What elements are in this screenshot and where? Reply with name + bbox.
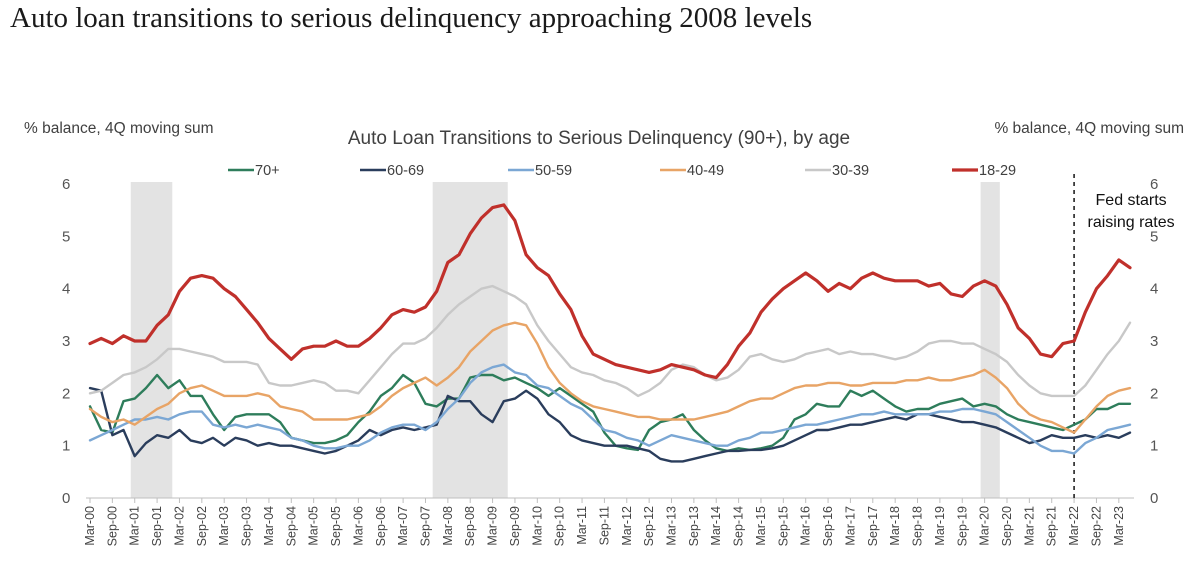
x-tick-label: Mar-21 bbox=[1022, 506, 1036, 546]
x-tick-label: Mar-23 bbox=[1112, 506, 1126, 546]
series-line-60-69 bbox=[88, 386, 1132, 463]
legend-label: 30-39 bbox=[832, 163, 869, 179]
x-tick-label: Sep-21 bbox=[1045, 506, 1059, 546]
recession-shading bbox=[130, 182, 1000, 498]
page-title: Auto loan transitions to serious delinqu… bbox=[10, 2, 813, 34]
y-axis-right: 0 1 2 3 4 5 6 bbox=[1150, 176, 1158, 507]
x-tick-label: Mar-07 bbox=[396, 506, 410, 546]
x-tick-label: Sep-03 bbox=[240, 506, 254, 546]
chart-title: Auto Loan Transitions to Serious Delinqu… bbox=[347, 128, 851, 149]
y-tick-right: 3 bbox=[1150, 333, 1158, 350]
x-tick-label: Sep-01 bbox=[150, 506, 164, 546]
x-tick-label: Sep-13 bbox=[687, 506, 701, 546]
x-tick-label: Mar-11 bbox=[575, 506, 589, 545]
x-tick-label: Mar-06 bbox=[351, 506, 365, 546]
x-tick-label: Mar-14 bbox=[709, 506, 723, 546]
x-tick-label: Mar-18 bbox=[888, 506, 902, 546]
y-tick-left: 1 bbox=[62, 438, 70, 455]
x-tick-label: Mar-20 bbox=[978, 506, 992, 546]
x-tick-label: Sep-11 bbox=[597, 506, 611, 545]
legend-label: 70+ bbox=[255, 163, 280, 179]
right-axis-label: % balance, 4Q moving sum bbox=[994, 120, 1184, 137]
series-line-30-39 bbox=[88, 284, 1132, 398]
x-tick-label: Mar-08 bbox=[441, 506, 455, 546]
x-tick-label: Mar-10 bbox=[530, 506, 544, 546]
legend-label: 50-59 bbox=[535, 163, 572, 179]
series-lines bbox=[88, 203, 1132, 463]
recession-band-2 bbox=[432, 182, 508, 498]
x-tick-label: Mar-09 bbox=[486, 506, 500, 546]
y-tick-right: 6 bbox=[1150, 176, 1158, 193]
x-tick-label: Sep-10 bbox=[553, 506, 567, 546]
x-tick-label: Mar-16 bbox=[799, 506, 813, 546]
y-tick-right: 0 bbox=[1150, 490, 1158, 507]
left-axis-label: % balance, 4Q moving sum bbox=[24, 120, 214, 137]
x-tick-label: Sep-12 bbox=[642, 506, 656, 546]
y-tick-left: 0 bbox=[62, 490, 70, 507]
x-tick-label: Sep-05 bbox=[329, 506, 343, 546]
series-line-40-49 bbox=[88, 321, 1132, 434]
x-tick-label: Sep-15 bbox=[776, 506, 790, 546]
x-tick-label: Sep-22 bbox=[1089, 506, 1103, 546]
y-tick-left: 3 bbox=[62, 333, 70, 350]
x-tick-label: Sep-06 bbox=[374, 506, 388, 546]
x-axis-ticks: Mar-00 Sep-00 Mar-01 Sep-01 Mar-02 Sep-02 Mar-… bbox=[83, 498, 1126, 546]
x-tick-label: Mar-02 bbox=[172, 506, 186, 546]
x-tick-label: Sep-16 bbox=[821, 506, 835, 546]
x-tick-label: Sep-04 bbox=[284, 506, 298, 546]
x-tick-label: Mar-19 bbox=[933, 506, 947, 546]
x-tick-label: Mar-01 bbox=[128, 506, 142, 546]
legend: 70+ 60-69 50-59 40-49 30-39 18-29 bbox=[228, 163, 1016, 179]
series-line-50-59 bbox=[88, 363, 1132, 455]
x-tick-label: Sep-18 bbox=[911, 506, 925, 546]
x-tick-label: Mar-04 bbox=[262, 506, 276, 546]
legend-label: 40-49 bbox=[687, 163, 724, 179]
y-axis-left: 0 1 2 3 4 5 6 bbox=[62, 176, 70, 507]
x-tick-label: Sep-14 bbox=[732, 506, 746, 546]
x-tick-label: Mar-00 bbox=[83, 506, 97, 546]
x-tick-label: Sep-08 bbox=[463, 506, 477, 546]
series-line-18-29 bbox=[88, 203, 1132, 380]
y-tick-left: 2 bbox=[62, 385, 70, 402]
x-tick-label: Mar-22 bbox=[1067, 506, 1081, 546]
recession-band-3 bbox=[980, 182, 1000, 498]
y-tick-left: 6 bbox=[62, 176, 70, 193]
x-tick-label: Sep-07 bbox=[418, 506, 432, 546]
x-tick-label: Mar-12 bbox=[620, 506, 634, 546]
annotation-text: raising rates bbox=[1088, 214, 1175, 231]
x-tick-label: Sep-09 bbox=[508, 506, 522, 546]
x-tick-label: Sep-02 bbox=[195, 506, 209, 546]
x-tick-label: Sep-19 bbox=[955, 506, 969, 546]
y-tick-right: 2 bbox=[1150, 385, 1158, 402]
x-tick-label: Mar-13 bbox=[665, 506, 679, 546]
x-tick-label: Sep-20 bbox=[1000, 506, 1014, 546]
y-tick-right: 1 bbox=[1150, 438, 1158, 455]
y-tick-right: 5 bbox=[1150, 228, 1158, 245]
x-tick-label: Mar-03 bbox=[217, 506, 231, 546]
y-tick-left: 4 bbox=[62, 281, 70, 298]
legend-label: 60-69 bbox=[387, 163, 424, 179]
annotation-text: Fed starts bbox=[1096, 192, 1167, 209]
x-tick-label: Mar-05 bbox=[307, 506, 321, 546]
series-line-70+ bbox=[88, 373, 1132, 453]
x-tick-label: Mar-15 bbox=[754, 506, 768, 546]
annotation-group: Fed starts raising rates bbox=[1073, 174, 1175, 498]
x-tick-label: Sep-17 bbox=[866, 506, 880, 546]
legend-label: 18-29 bbox=[979, 163, 1016, 179]
y-tick-left: 5 bbox=[62, 228, 70, 245]
x-tick-label: Mar-17 bbox=[843, 506, 857, 546]
x-tick-label: Sep-00 bbox=[105, 506, 119, 546]
y-tick-right: 4 bbox=[1150, 281, 1158, 298]
